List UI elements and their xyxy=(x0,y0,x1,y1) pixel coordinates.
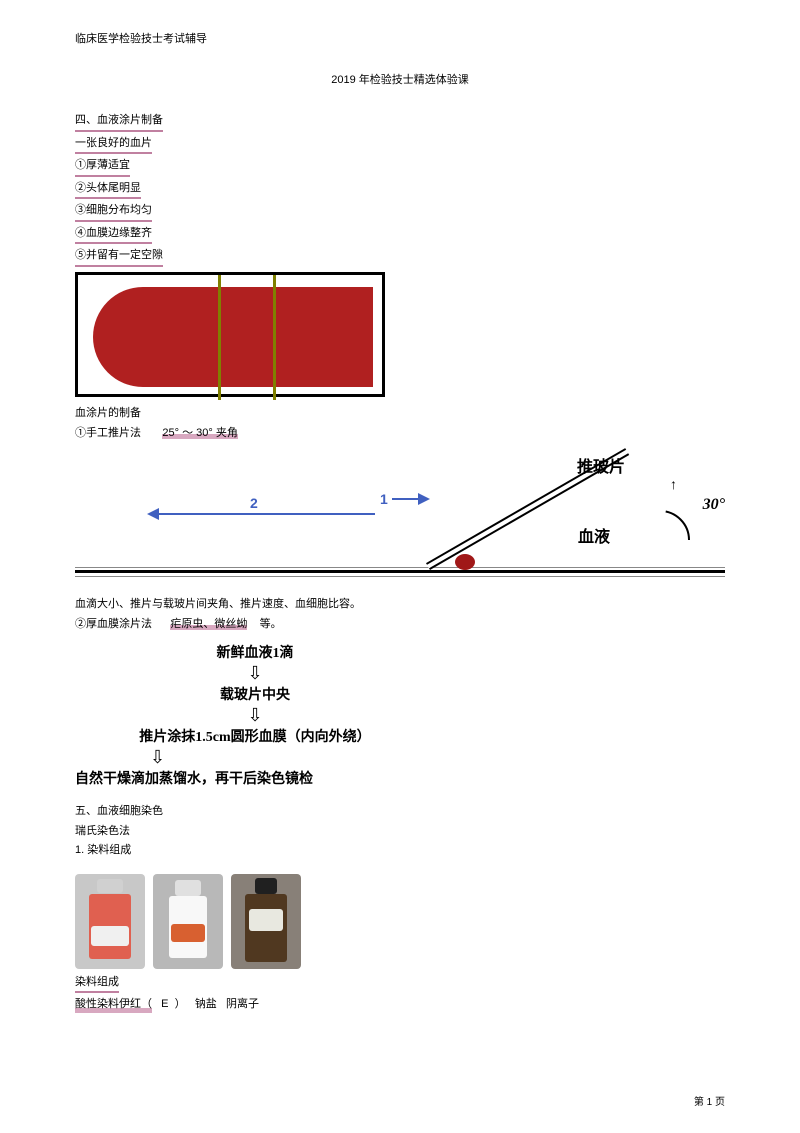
page-number: 第 1 页 xyxy=(694,1093,725,1108)
section4-item3: ③细胞分布均匀 xyxy=(75,202,725,222)
bottle-white xyxy=(153,874,223,969)
method2-label: ②厚血膜涂片法 xyxy=(75,618,152,630)
dye-letter: E xyxy=(161,998,168,1010)
section5-heading: 五、血液细胞染色 xyxy=(75,803,725,820)
label-blood: 血液 xyxy=(578,523,610,547)
section5-method: 瑞氏染色法 xyxy=(75,823,725,840)
baseline-top xyxy=(75,567,725,568)
blood-drop xyxy=(455,554,475,570)
flow-step-4: 自然干燥滴加蒸馏水，再干后染色镜检 xyxy=(75,768,395,788)
smear-divider-1 xyxy=(218,275,221,400)
prep-factors: 血滴大小、推片与载玻片间夹角、推片速度、血细胞比容。 xyxy=(75,596,725,613)
section4-item2: ②头体尾明显 xyxy=(75,180,725,200)
flow-step-1: 新鲜血液1滴 xyxy=(115,642,395,662)
dye-paren: ） xyxy=(175,998,186,1010)
method1-line: ①手工推片法 25° ～ 30° 夹角 xyxy=(75,424,725,440)
section4-sub: 一张良好的血片 xyxy=(75,135,725,155)
num-1: 1 xyxy=(380,491,388,507)
arrow-direction-1 xyxy=(392,498,422,500)
method1-label: ①手工推片法 xyxy=(75,427,141,439)
dye-ion: 阴离子 xyxy=(226,998,259,1010)
num-2: 2 xyxy=(250,495,258,511)
flow-step-2: 载玻片中央 xyxy=(115,684,395,704)
flow-arrow-2: ⇩ xyxy=(115,706,395,724)
angle-arrow-up: ↑ xyxy=(670,476,677,492)
flow-arrow-1: ⇩ xyxy=(115,664,395,682)
section4-item5: ⑤并留有一定空隙 xyxy=(75,247,725,267)
baseline-bottom xyxy=(75,576,725,577)
section4-heading: 四、血液涂片制备 xyxy=(75,112,725,132)
baseline-main xyxy=(75,570,725,573)
bottle-brown xyxy=(231,874,301,969)
method2-suffix: 等。 xyxy=(260,618,282,630)
dye-name: 酸性染料伊红（ xyxy=(75,996,152,1013)
dye-composition: 酸性染料伊红（ E ） 钠盐 阴离子 xyxy=(75,996,725,1013)
flow-step-3: 推片涂抹1.5cm圆形血膜（内向外绕） xyxy=(115,726,395,746)
bottle-eosin xyxy=(75,874,145,969)
push-slide-diagram: 1 2 推玻片 血液 30° ↑ xyxy=(75,448,725,588)
dye-heading: 染料组成 xyxy=(75,974,725,994)
smear-shape xyxy=(93,287,373,387)
label-spreader: 推玻片 xyxy=(577,453,625,477)
label-angle: 30° xyxy=(703,496,725,514)
section5-item1: 1. 染料组成 xyxy=(75,842,725,859)
dye-bottles xyxy=(75,874,725,969)
arrow-direction-2 xyxy=(155,513,375,515)
blood-smear-diagram xyxy=(75,272,385,397)
doc-header: 临床医学检验技士考试辅导 xyxy=(75,30,725,46)
method2-line: ②厚血膜涂片法 疟原虫、微丝蚴 等。 xyxy=(75,616,725,633)
section4-item1: ①厚薄适宜 xyxy=(75,157,725,177)
prep-heading: 血涂片的制备 xyxy=(75,405,725,422)
dye-salt: 钠盐 xyxy=(195,998,217,1010)
method1-angle: 25° ～ 30° 夹角 xyxy=(162,427,237,439)
method2-usage: 疟原虫、微丝蚴 xyxy=(170,618,247,630)
flowchart: 新鲜血液1滴 ⇩ 载玻片中央 ⇩ 推片涂抹1.5cm圆形血膜（内向外绕） ⇩ 自… xyxy=(115,642,395,788)
doc-title: 2019 年检验技士精选体验课 xyxy=(75,71,725,87)
angle-arc xyxy=(630,510,690,570)
section4-item4: ④血膜边缘整齐 xyxy=(75,225,725,245)
smear-divider-2 xyxy=(273,275,276,400)
flow-arrow-3: ⇩ xyxy=(150,748,395,766)
